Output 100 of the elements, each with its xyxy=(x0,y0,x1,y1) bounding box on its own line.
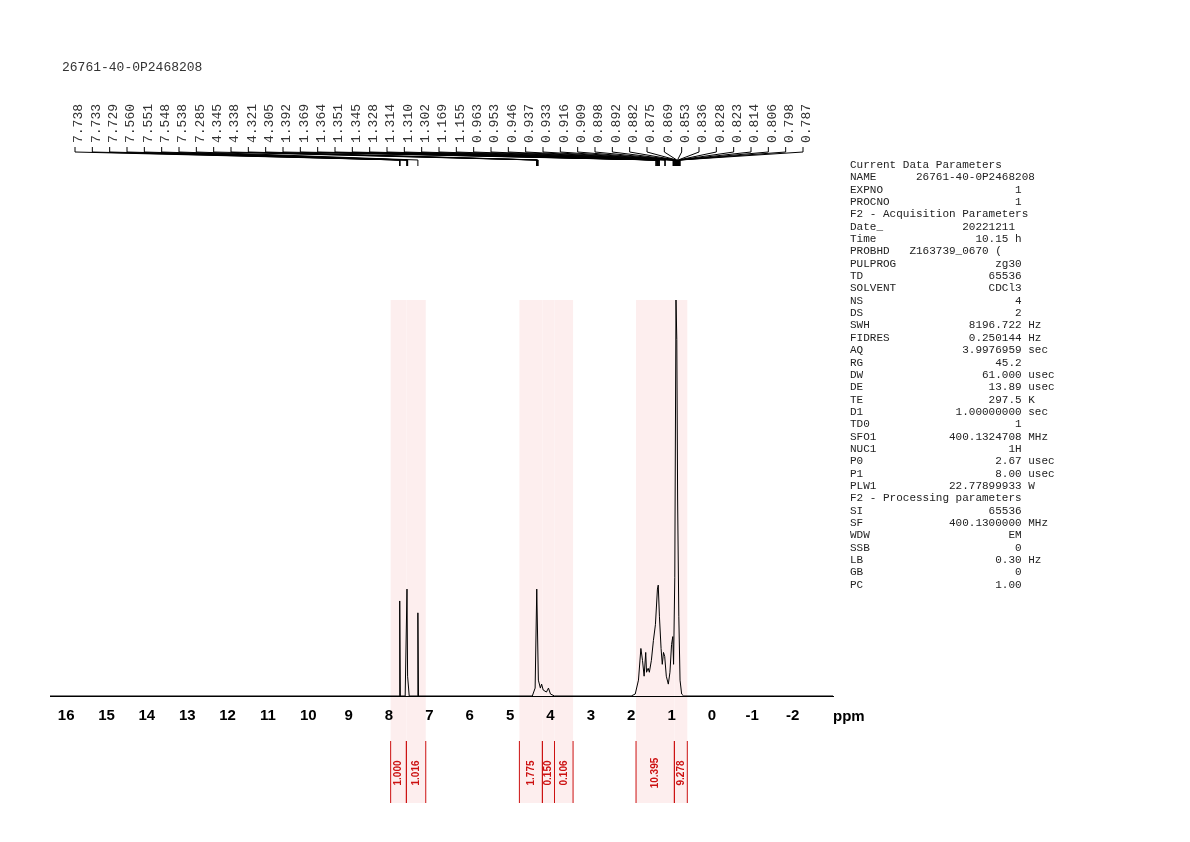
annotation: 4.321 xyxy=(244,103,260,143)
annotation: 1.155 xyxy=(452,103,468,143)
x-tick-label: 7 xyxy=(425,706,434,724)
annotation: 0.823 xyxy=(730,103,746,143)
x-tick-label: 12 xyxy=(219,706,236,724)
text: SFO1 400.1324708 MHz xyxy=(850,430,1049,443)
text: GB 0 xyxy=(850,566,1022,579)
annotation: 0.909 xyxy=(574,103,590,143)
band-label: 1.000 xyxy=(392,760,404,786)
x-tick-label: 6 xyxy=(465,706,474,724)
annotation: 1.345 xyxy=(348,103,364,143)
text: Date_ 20221211 xyxy=(850,220,1016,233)
annotation: 1.364 xyxy=(314,103,330,143)
annotation: 0.933 xyxy=(539,103,555,143)
x-tick-label: 16 xyxy=(57,706,75,724)
text: AQ 3.9976959 sec xyxy=(850,344,1049,357)
text: Time 10.15 h xyxy=(850,233,1022,246)
annotation: 0.898 xyxy=(591,103,607,143)
text: DW 61.000 usec xyxy=(850,368,1055,381)
x-tick-label: 10 xyxy=(299,706,317,724)
x-tick-label: -1 xyxy=(745,706,759,724)
x-tick-label: 8 xyxy=(384,706,394,724)
text: WDW EM xyxy=(850,529,1022,542)
text: PC 1.00 xyxy=(850,578,1022,591)
x-tick-label: 4 xyxy=(546,706,556,724)
x-tick-label: 9 xyxy=(344,706,353,724)
text: DE 13.89 usec xyxy=(850,381,1055,394)
text: SI 65536 xyxy=(850,504,1022,517)
text: NUC1 1H xyxy=(850,442,1022,455)
text: F2 - Acquisition Parameters xyxy=(850,208,1029,221)
text: NS 4 xyxy=(850,294,1022,307)
annotation: 1.302 xyxy=(418,103,434,143)
text: PROBHD Z163739_0670 ( xyxy=(850,245,1002,258)
annotation: 7.738 xyxy=(71,103,87,143)
text: D1 1.00000000 sec xyxy=(850,405,1049,418)
x-tick-label: 11 xyxy=(260,706,276,724)
annotation: 0.853 xyxy=(678,103,694,143)
text: TE 297.5 K xyxy=(850,393,1035,406)
x-tick-label: 15 xyxy=(98,706,115,724)
annotation: 1.314 xyxy=(383,103,399,143)
annotation: 1.310 xyxy=(400,103,416,143)
annotation: 0.953 xyxy=(487,103,503,143)
x-tick-label: 1 xyxy=(667,706,676,724)
band-label: 10.395 xyxy=(648,757,660,789)
text: PLW1 22.77899933 W xyxy=(850,479,1035,492)
x-tick-label: -2 xyxy=(785,706,800,724)
text: EXPNO 1 xyxy=(850,183,1022,196)
annotation: 1.328 xyxy=(366,103,382,143)
annotation: 7.538 xyxy=(175,103,191,143)
annotation: 0.963 xyxy=(470,103,486,143)
text: TD0 1 xyxy=(850,418,1022,431)
annotation: 0.946 xyxy=(504,103,520,143)
band-label: 9.278 xyxy=(674,760,686,786)
text: F2 - Processing parameters xyxy=(850,492,1022,505)
text: SF 400.1300000 MHz xyxy=(850,516,1049,529)
text: SSB 0 xyxy=(850,541,1022,554)
annotation: 0.787 xyxy=(799,103,815,143)
band-label: 1.775 xyxy=(524,760,536,786)
text: RG 45.2 xyxy=(850,356,1022,369)
text: DS 2 xyxy=(850,307,1022,320)
band-label: 0.106 xyxy=(557,760,569,786)
annotation: 0.836 xyxy=(695,103,711,143)
text: P0 2.67 usec xyxy=(850,455,1055,468)
annotation: 4.305 xyxy=(262,103,278,143)
text: PROCNO 1 xyxy=(850,196,1022,209)
annotation: 7.551 xyxy=(140,103,156,143)
annotation: 1.351 xyxy=(331,103,347,143)
x-tick-label: 13 xyxy=(178,706,196,724)
annotation: 4.338 xyxy=(227,103,243,143)
x-tick-label: 0 xyxy=(707,706,717,724)
text: TD 65536 xyxy=(850,270,1022,283)
annotation: 1.392 xyxy=(279,103,295,143)
annotation: 0.806 xyxy=(764,103,780,143)
text: FIDRES 0.250144 Hz xyxy=(850,331,1042,344)
annotation: 7.285 xyxy=(192,103,208,143)
x-axis-title: ppm xyxy=(833,707,865,725)
band-label: 0.150 xyxy=(542,760,554,786)
annotation: 0.937 xyxy=(522,103,538,143)
annotation: 1.169 xyxy=(435,103,451,143)
annotation: 0.882 xyxy=(626,103,642,143)
annotation: 0.828 xyxy=(712,103,728,143)
chart-title: 26761-40-0P2468208 xyxy=(62,60,203,75)
annotation: 7.560 xyxy=(123,103,139,143)
annotation: 0.875 xyxy=(643,103,659,143)
annotation: 0.814 xyxy=(747,103,763,143)
text: Current Data Parameters xyxy=(850,159,1002,171)
annotation: 0.916 xyxy=(556,103,572,143)
annotation: 7.729 xyxy=(106,103,122,143)
x-tick-label: 2 xyxy=(627,706,636,724)
text: SWH 8196.722 Hz xyxy=(850,319,1042,332)
text: P1 8.00 usec xyxy=(850,467,1055,480)
text: NAME 26761-40-0P2468208 xyxy=(850,171,1035,184)
annotation: 1.369 xyxy=(296,103,312,143)
annotation: 7.733 xyxy=(88,103,104,143)
text: LB 0.30 Hz xyxy=(850,554,1042,566)
annotation: 7.548 xyxy=(158,103,174,143)
band-label: 1.016 xyxy=(409,760,421,786)
x-tick-label: 5 xyxy=(505,706,515,724)
annotation: 0.869 xyxy=(660,103,676,143)
annotation: 0.892 xyxy=(608,103,624,143)
